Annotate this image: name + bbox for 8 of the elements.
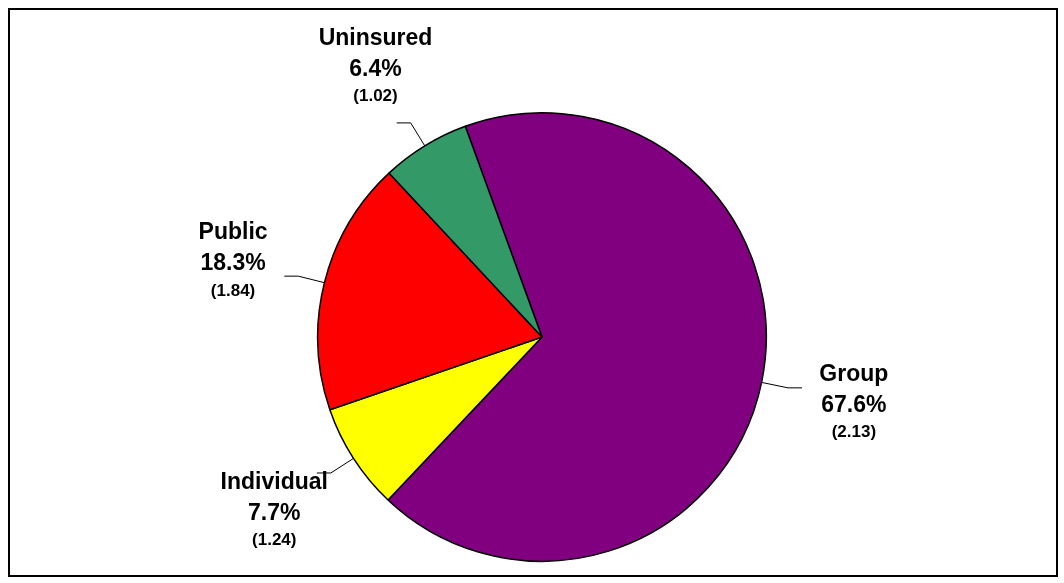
slice-label: Uninsured (318, 23, 433, 50)
data-label: 18.3% (1.84) (200, 249, 266, 300)
slice-label: Public (198, 218, 268, 245)
slice-label: Group (819, 359, 889, 386)
data-label: 7.7% (1.24) (248, 498, 301, 550)
data-label: 67.6% (2.13) (821, 390, 887, 442)
slice-label: Individual (220, 467, 328, 494)
data-label: 6.4% (1.02) (349, 54, 402, 106)
